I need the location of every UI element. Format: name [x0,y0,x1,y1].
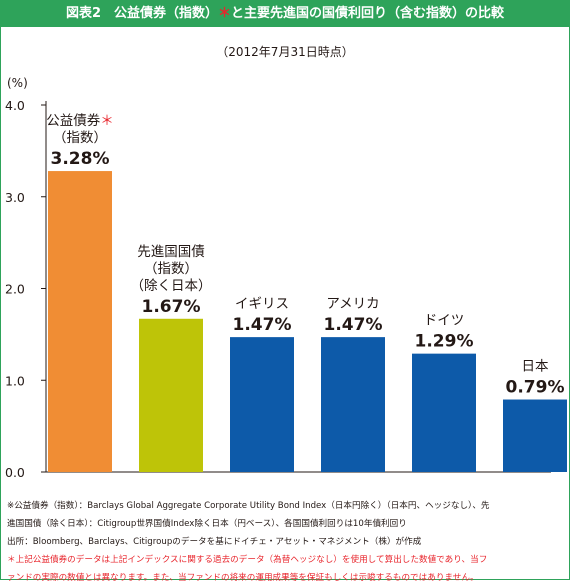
as-of-date: （2012年7月31日時点） [216,45,354,59]
bar-category-label: ドイツ [424,313,465,329]
bar [48,171,112,472]
bar-value-label: 1.47% [324,315,383,335]
bar-category-label: 公益債券＊ [46,113,114,129]
footnote-disclaimer-cont: ァンドの実際の数値とは異なります。また、当ファンドの将来の運用成果等を保証もしく… [7,573,479,583]
bar-value-label: 1.47% [233,315,292,335]
bar-value-label: 1.29% [415,332,474,352]
bar-value-label: 3.28% [51,149,110,169]
bar-chart: (%)0.01.02.03.04.03.28%公益債券＊（指数）1.67%先進国… [5,76,567,480]
bar-category-label: 先進国国債 [137,244,205,260]
footnote-index-definition-cont: 進国国債（除く日本）：Citigroup世界国債Index除く日本（円ベース）、… [7,519,407,529]
y-tick-label: 2.0 [5,282,25,297]
bar-category-label: イギリス [235,296,289,312]
y-tick-label: 3.0 [5,190,25,205]
bar [412,353,476,472]
figure-title: 図表2 公益債券（指数）＊と主要先進国の国債利回り（含む指数）の比較 [1,1,569,27]
bar-category-label: （指数） [144,261,198,277]
bar-category-label: （指数） [53,130,107,146]
footnotes: ※公益債券（指数）：Barclays Global Aggregate Corp… [7,497,567,587]
y-axis-unit-label: (%) [7,76,28,90]
bar-category-label: アメリカ [326,296,379,312]
footnote-source: 出所：Bloomberg、Barclays、Citigroupのデータを基にドイ… [7,537,422,547]
title-main: 図表2 公益債券（指数） [65,6,218,21]
bar-value-label: 0.79% [506,378,565,398]
bar-category-label: 日本 [522,359,550,375]
title-asterisk: ＊ [218,6,232,21]
title-rest: と主要先進国の国債利回り（含む指数）の比較 [231,6,505,21]
bar [503,399,567,472]
y-tick-label: 0.0 [5,465,25,480]
bar-category-label: （除く日本） [131,278,212,294]
bar [230,337,294,472]
bar-category-asterisk: ＊ [100,113,114,129]
bar [139,318,203,472]
bar-value-label: 1.67% [142,297,201,317]
y-tick-label: 1.0 [5,373,25,388]
footnote-index-definition: ※公益債券（指数）：Barclays Global Aggregate Corp… [7,501,490,511]
bar [321,337,385,472]
footnote-disclaimer: ＊上記公益債券のデータは上記インデックスに関する過去のデータ（為替ヘッジなし）を… [7,555,488,565]
y-tick-label: 4.0 [5,98,25,113]
